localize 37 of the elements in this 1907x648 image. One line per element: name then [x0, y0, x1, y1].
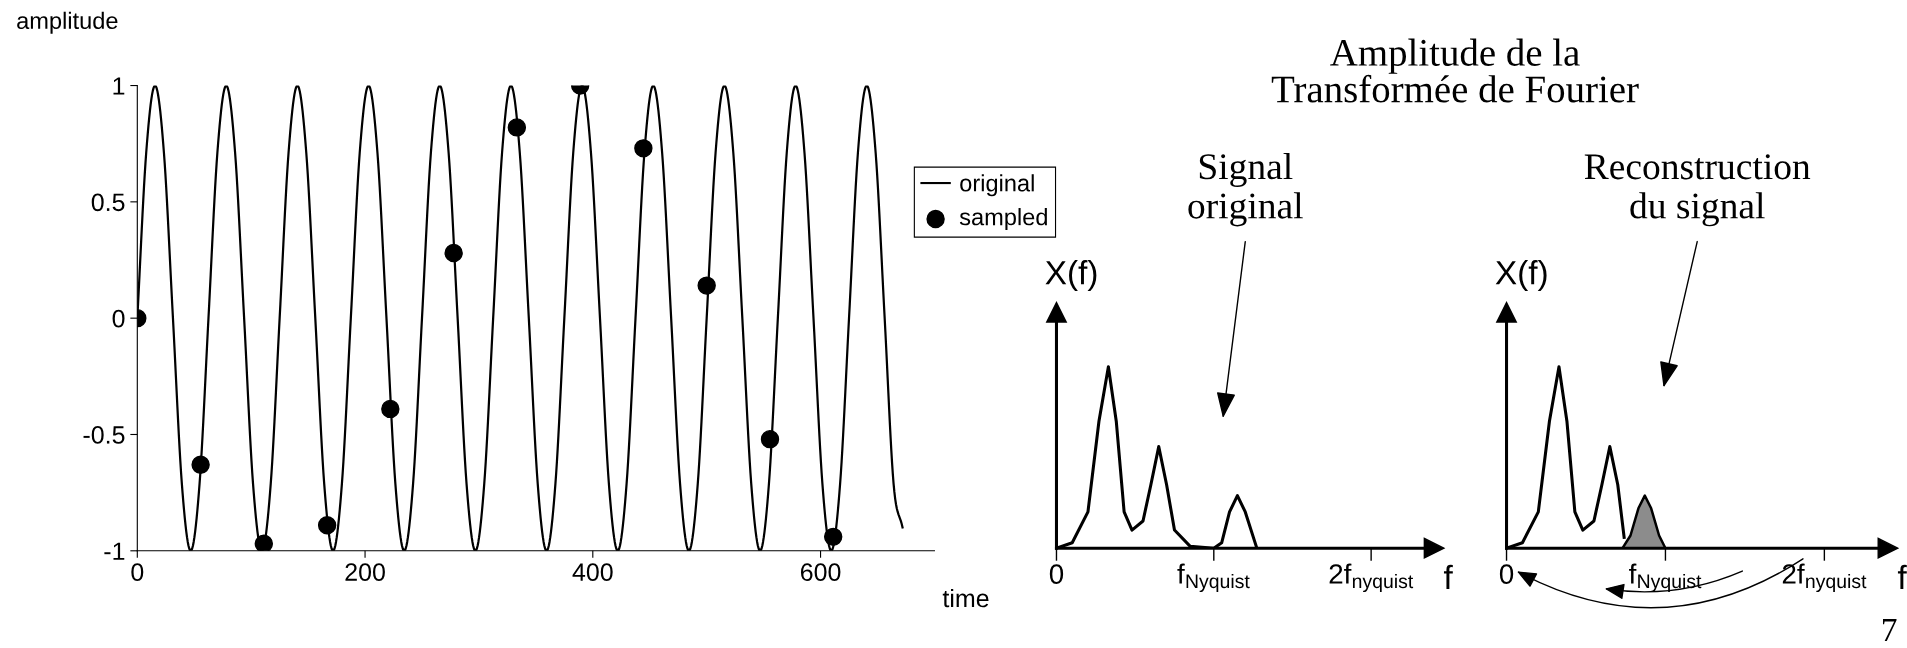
y-tick-label: -0.5: [83, 426, 125, 444]
point: [254, 534, 274, 551]
text: 7: [1883, 619, 1897, 641]
point: [697, 276, 716, 295]
y-axis-title: amplitude: [17, 11, 118, 34]
text: Reconstruction du signal: [1584, 154, 1811, 227]
y-tick-label: 0: [112, 309, 125, 328]
y-axis-title: X(f): [1495, 260, 1547, 292]
y-axis-title: X(f): [1045, 260, 1097, 292]
x-axis-title: f: [1897, 564, 1907, 589]
point: [191, 455, 210, 474]
point: [823, 527, 843, 547]
x-axis-title: time: [942, 588, 989, 608]
point: [507, 118, 527, 137]
point: [317, 516, 337, 535]
point: [634, 139, 653, 158]
chart-title: Amplitude de la Transformée de Fourier: [1271, 38, 1639, 103]
x-tick-label: 2f$_{nyquist}$: [1782, 563, 1867, 593]
text: Signal original: [1188, 152, 1303, 227]
x-tick-label: 0: [131, 563, 144, 581]
x-tick-label: 0: [1049, 564, 1064, 584]
legend-label: original: [960, 174, 1034, 197]
x-axis-title: f: [1443, 564, 1453, 589]
point: [760, 429, 780, 449]
y-tick-label: 0.5: [91, 193, 125, 212]
x-tick-label: 400: [572, 563, 613, 581]
y-tick-label: -1: [104, 542, 125, 560]
x-tick-label: 600: [800, 563, 841, 581]
x-tick-label: f$_{Nyquist}$: [1629, 563, 1702, 593]
x-tick-label: 200: [345, 563, 385, 581]
point: [381, 399, 400, 419]
legend-label: sampled: [959, 208, 1047, 231]
x-tick-label: f$_{Nyquist}$: [1177, 563, 1250, 593]
x-tick-label: 2f$_{nyquist}$: [1329, 563, 1414, 593]
y-tick-label: 1: [113, 77, 125, 95]
x-tick-label: 0: [1499, 564, 1514, 584]
point: [444, 243, 463, 263]
